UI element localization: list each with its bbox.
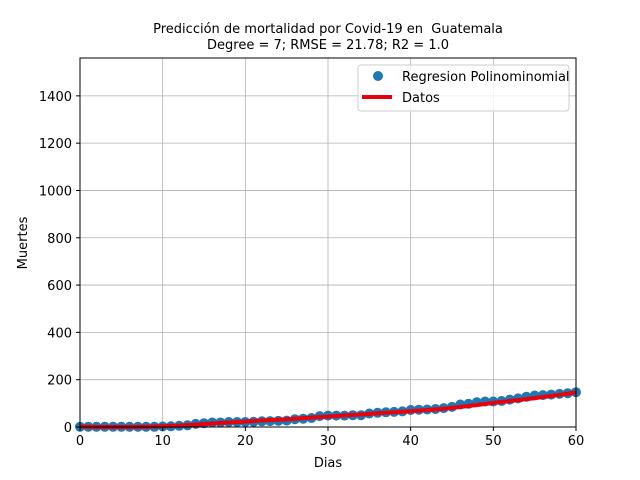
y-tick-label: 400 [47,326,72,341]
x-ticks: 0 10 20 30 40 50 60 [76,427,584,449]
y-axis-label: Muertes [16,216,31,269]
legend-box [357,64,570,112]
legend-label-line: Datos [402,91,440,106]
x-tick-label: 10 [154,434,171,449]
series-line-datos-overlay [79,390,577,429]
y-tick-label: 1400 [39,90,72,105]
y-tick-label: 600 [47,279,72,294]
x-tick-label: 0 [76,434,84,449]
y-ticks: 0 200 400 600 800 1000 1200 1400 [39,90,80,436]
legend-marker-scatter [373,71,383,81]
y-tick-label: 1000 [39,184,72,199]
y-tick-label: 800 [47,232,72,247]
y-tick-label: 0 [64,421,72,436]
chart-title: Predicción de mortalidad por Covid-19 en… [153,22,503,37]
x-axis-label: Dias [314,456,343,471]
y-tick-label: 200 [47,374,72,389]
x-tick-label: 50 [485,434,502,449]
x-tick-label: 30 [320,434,337,449]
chart-subtitle: Degree = 7; RMSE = 21.78; R2 = 1.0 [207,38,449,53]
x-tick-label: 20 [237,434,254,449]
y-tick-label: 1200 [39,137,72,152]
x-tick-label: 40 [402,434,419,449]
x-tick-label: 60 [568,434,585,449]
legend-label-scatter: Regresion Polinominomial [402,70,570,85]
legend: Regresion Polinominomial Datos [357,64,570,112]
